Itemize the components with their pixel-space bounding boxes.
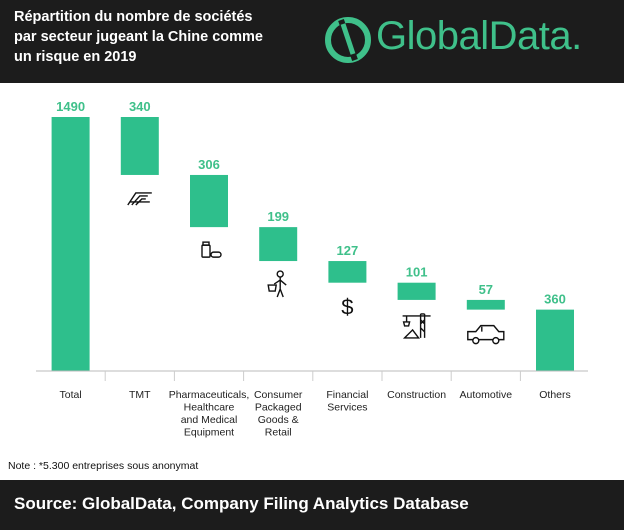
shopper-icon	[267, 270, 287, 298]
logo-text: GlobalData.	[376, 14, 582, 58]
bar-4	[328, 261, 367, 283]
source-text: Source: GlobalData, Company Filing Analy…	[14, 494, 469, 513]
category-label-2-2: and Medical	[181, 414, 238, 426]
category-label-4-0: Financial	[326, 389, 368, 401]
footer-bar: Source: GlobalData, Company Filing Analy…	[0, 480, 624, 530]
title-line-1: Répartition du nombre de sociétés	[14, 9, 253, 25]
value-label-3: 199	[267, 209, 289, 224]
category-label-0-0: Total	[60, 389, 82, 401]
category-label-7-0: Others	[539, 389, 571, 401]
category-label-3-3: Retail	[265, 427, 292, 439]
car-icon	[467, 324, 505, 345]
title-line-3: un risque en 2019	[14, 49, 137, 65]
value-label-5: 101	[406, 265, 428, 280]
value-label-0: 1490	[56, 99, 85, 114]
dollar-icon: $	[341, 295, 353, 320]
header-bar: Répartition du nombre de sociétés par se…	[0, 0, 624, 83]
bar-7	[536, 309, 574, 371]
category-label-2-1: Healthcare	[184, 402, 235, 414]
value-label-6: 57	[479, 282, 493, 297]
crane-icon	[402, 313, 431, 339]
chart-title: Répartition du nombre de sociétés par se…	[14, 7, 314, 67]
category-label-2-0: Pharmaceuticals,	[169, 389, 250, 401]
category-label-5-0: Construction	[387, 389, 446, 401]
category-label-3-0: Consumer	[254, 389, 303, 401]
logo-mark-icon	[325, 17, 371, 63]
title-line-2: par secteur jugeant la Chine comme	[14, 29, 263, 45]
bar-3	[259, 227, 298, 262]
value-label-2: 306	[198, 157, 220, 172]
bar-2	[190, 174, 228, 228]
value-label-4: 127	[337, 243, 359, 258]
globaldata-logo: GlobalData.	[324, 12, 624, 68]
bar-6	[466, 299, 505, 310]
bar-0	[51, 117, 90, 371]
category-label-1-0: TMT	[129, 389, 151, 401]
category-label-4-1: Services	[327, 402, 367, 414]
bar-1	[120, 117, 159, 175]
pill-bottle-icon	[201, 241, 222, 258]
value-label-1: 340	[129, 99, 151, 114]
tmt-icon	[127, 192, 152, 206]
category-label-6-0: Automotive	[460, 389, 513, 401]
svg-text:$: $	[341, 295, 353, 320]
bar-5	[397, 282, 436, 300]
waterfall-chart: 1490 340 306 199 127 101 57 360 $ Total TMT Pharm…	[36, 99, 588, 439]
category-label-3-2: Goods &	[258, 414, 299, 426]
category-label-2-3: Equipment	[184, 427, 234, 439]
footnote: Note : *5.300 entreprises sous anonymat	[8, 460, 199, 472]
category-label-3-1: Packaged	[255, 402, 302, 414]
value-label-7: 360	[544, 292, 566, 307]
